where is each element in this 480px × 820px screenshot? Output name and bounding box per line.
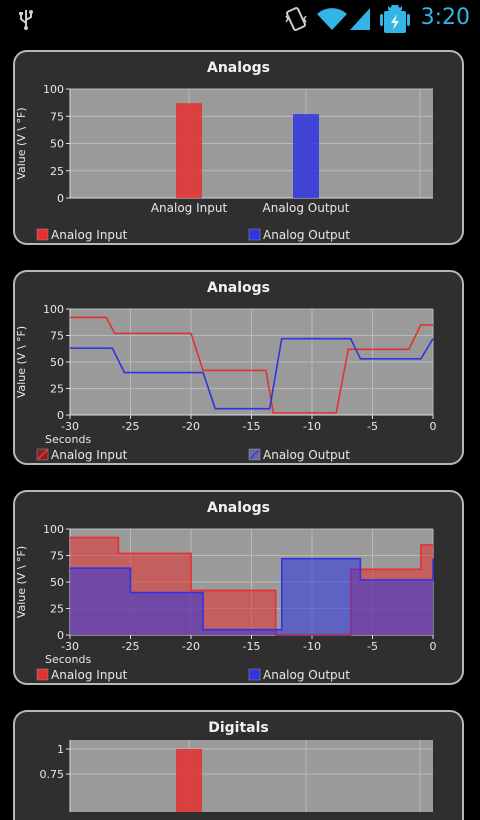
legend-swatch-stroke [249, 449, 260, 460]
legend-swatch [248, 668, 261, 681]
signal-icon [350, 8, 370, 30]
y-tick-label: 75 [50, 110, 64, 123]
x-tick-label: 0 [430, 420, 437, 433]
chart-card-digitals: Digitals 0.75 1 [13, 710, 464, 820]
series-line [70, 337, 434, 410]
analog-area-chart: 0 25 50 75 100 Value (V \ °F) -30 -25 -20 -15 -10 -… [15, 523, 437, 682]
y-tick-label: 100 [43, 303, 64, 316]
series-line [70, 536, 433, 636]
x-tick-label: -15 [243, 640, 261, 653]
y-tick-label: 0 [57, 409, 64, 422]
x-tick-label: Analog Input [151, 201, 228, 215]
y-tick-label: 50 [50, 576, 64, 589]
x-tick-label: -25 [122, 420, 140, 433]
x-tick-label: -10 [303, 420, 321, 433]
status-bar: 3:20 [0, 0, 480, 38]
chart-card-analog-line: Analogs 0 25 50 75 100 Value (V \ °F) -30 -25 -2… [13, 270, 464, 465]
y-tick-label: 100 [43, 523, 64, 536]
legend-label: Analog Input [51, 668, 128, 682]
x-axis-label: Seconds [45, 653, 91, 666]
usb-icon [19, 10, 33, 30]
y-tick-label: 0 [57, 192, 64, 205]
x-tick-label: -30 [61, 420, 79, 433]
legend-swatch [36, 228, 49, 241]
digitals-bar-chart: 0.75 1 [40, 740, 433, 812]
y-tick-label: 75 [50, 330, 64, 343]
y-tick-label: 0 [57, 629, 64, 642]
legend-label: Analog Input [51, 448, 128, 462]
battery-charging-icon [380, 4, 410, 33]
chart-title: Analogs [206, 280, 271, 296]
y-axis-label: Value (V \ °F) [15, 107, 28, 179]
analog-line-chart: 0 25 50 75 100 Value (V \ °F) -30 -25 -20 -15 -10 -… [15, 303, 437, 462]
legend-swatch [36, 668, 49, 681]
legend-label: Analog Output [263, 228, 350, 242]
status-time: 3:20 [420, 5, 470, 30]
x-tick-label: -10 [303, 640, 321, 653]
wifi-icon [317, 8, 347, 31]
series-area [70, 558, 433, 635]
x-tick-label: -5 [367, 640, 378, 653]
y-tick-label: 25 [50, 383, 64, 396]
x-tick-label: -5 [367, 420, 378, 433]
chart-title: Analogs [206, 500, 271, 516]
series-line [70, 557, 434, 631]
x-tick-label: -30 [61, 640, 79, 653]
chart-card-analog-bar: Analogs 0 25 50 75 100 Value (V \ °F) Analog I… [13, 50, 464, 245]
series-line [70, 316, 433, 414]
y-tick-label: 50 [50, 138, 64, 151]
y-tick-label: 25 [50, 165, 64, 178]
vibrate-icon [285, 7, 307, 31]
x-tick-label: 0 [430, 640, 437, 653]
x-tick-label: Analog Output [263, 201, 350, 215]
x-tick-label: -25 [122, 640, 140, 653]
y-tick-label: 100 [43, 83, 64, 96]
plot-area [70, 740, 433, 812]
chart-title: Digitals [208, 720, 269, 736]
x-tick-label: -15 [243, 420, 261, 433]
y-tick-label: 1 [57, 743, 64, 756]
chart-card-analog-area: Analogs 0 25 50 75 100 Value (V \ °F) -30 -25 -2… [13, 490, 464, 685]
analog-bar-chart: 0 25 50 75 100 Value (V \ °F) Analog Input Anal… [15, 83, 433, 242]
legend-swatch [248, 228, 261, 241]
x-axis-label: Seconds [45, 433, 91, 446]
y-tick-label: 75 [50, 550, 64, 563]
bar [293, 114, 319, 198]
legend-label: Analog Output [263, 448, 350, 462]
legend-label: Analog Input [51, 228, 128, 242]
y-axis-label: Value (V \ °F) [15, 546, 28, 618]
legend-swatch-stroke [37, 449, 48, 460]
y-tick-label: 50 [50, 356, 64, 369]
y-tick-label: 25 [50, 603, 64, 616]
y-axis-label: Value (V \ °F) [15, 326, 28, 398]
chart-title: Analogs [206, 60, 271, 76]
y-tick-label: 0.75 [40, 768, 65, 781]
bar [176, 749, 202, 812]
x-tick-label: -20 [182, 420, 200, 433]
x-tick-label: -20 [182, 640, 200, 653]
bar [176, 103, 202, 198]
legend-label: Analog Output [263, 668, 350, 682]
